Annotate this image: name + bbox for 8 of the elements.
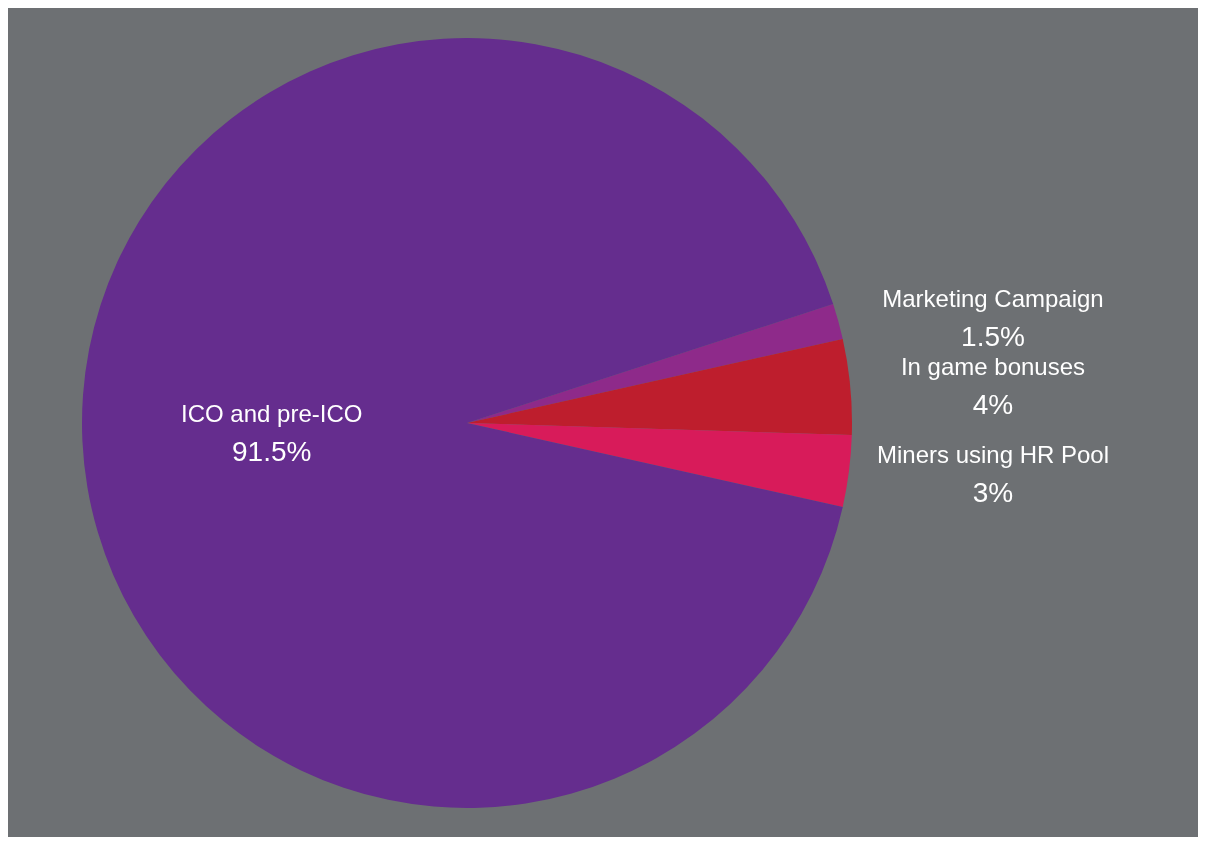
slice-label: ICO and pre-ICO: [181, 399, 363, 427]
data-label: 4%: [972, 388, 1014, 420]
slice-label: Marketing Campaign: [882, 284, 1104, 312]
slice-label: Miners using HR Pool: [876, 440, 1110, 468]
data-label: 1.5%: [961, 320, 1025, 352]
slice-label: In game bonuses: [900, 352, 1086, 380]
data-label: 3%: [972, 476, 1014, 508]
data-label: 91.5%: [232, 435, 312, 467]
